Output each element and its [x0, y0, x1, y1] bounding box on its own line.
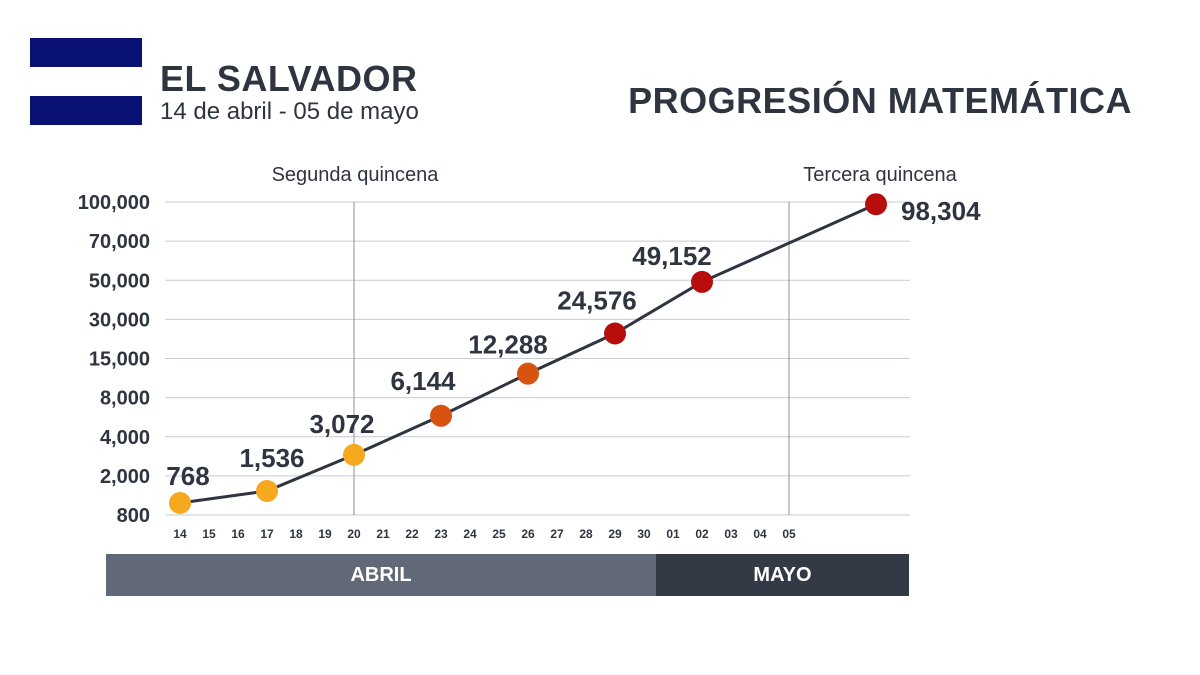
x-tick-label: 24 — [463, 527, 477, 541]
x-tick-label: 18 — [289, 527, 303, 541]
x-tick-label: 20 — [347, 527, 361, 541]
data-label: 768 — [166, 461, 209, 491]
x-tick-label: 28 — [579, 527, 593, 541]
x-tick-label: 04 — [753, 527, 767, 541]
section-label-tercera: Tercera quincena — [803, 164, 957, 186]
section-label-segunda: Segunda quincena — [272, 164, 440, 186]
x-tick-label: 21 — [376, 527, 390, 541]
series-line — [179, 202, 877, 505]
data-point — [604, 322, 626, 345]
y-tick-label: 30,000 — [89, 309, 150, 331]
country-title: EL SALVADOR — [160, 58, 418, 99]
y-tick-label: 100,000 — [78, 192, 150, 214]
flag-top-stripe — [30, 38, 142, 67]
x-tick-label: 15 — [202, 527, 216, 541]
x-tick-label: 25 — [492, 527, 506, 541]
flag-middle-stripe — [30, 67, 142, 96]
data-point — [256, 480, 278, 503]
data-label: 12,288 — [468, 330, 548, 360]
chart-grid — [165, 201, 910, 516]
x-tick-label: 14 — [173, 527, 187, 541]
y-tick-label: 2,000 — [100, 466, 150, 488]
month-bar-mayo: MAYO — [656, 554, 909, 596]
date-range: 14 de abril - 05 de mayo — [160, 98, 419, 125]
data-label: 1,536 — [239, 443, 304, 473]
x-tick-label: 02 — [695, 527, 709, 541]
y-tick-label: 8,000 — [100, 388, 150, 410]
x-tick-label: 16 — [231, 527, 245, 541]
y-tick-label: 15,000 — [89, 349, 150, 371]
month-bar-abril: ABRIL — [106, 554, 656, 596]
x-tick-label: 23 — [434, 527, 448, 541]
x-tick-label: 17 — [260, 527, 274, 541]
x-tick-label: 19 — [318, 527, 332, 541]
data-label: 98,304 — [901, 196, 981, 226]
data-label: 6,144 — [390, 366, 456, 396]
x-tick-label: 03 — [724, 527, 738, 541]
y-tick-label: 50,000 — [89, 270, 150, 292]
y-tick-label: 70,000 — [89, 231, 150, 253]
y-axis-ticks: 100,000 70,000 50,000 30,000 15,000 8,000 4,00… — [78, 192, 150, 527]
data-label: 49,152 — [632, 241, 712, 271]
data-series — [169, 193, 887, 514]
x-tick-label: 29 — [608, 527, 622, 541]
x-tick-label: 05 — [782, 527, 796, 541]
data-point — [691, 270, 713, 293]
y-tick-label: 4,000 — [100, 427, 150, 449]
x-tick-label: 22 — [405, 527, 419, 541]
data-point — [430, 404, 452, 427]
x-tick-label: 30 — [637, 527, 651, 541]
section-labels: Segunda quincena Tercera quincena — [272, 164, 958, 186]
x-tick-label: 01 — [666, 527, 680, 541]
x-tick-label: 26 — [521, 527, 535, 541]
flag-bottom-stripe — [30, 96, 142, 125]
x-tick-label: 27 — [550, 527, 564, 541]
data-point — [169, 492, 191, 514]
data-point — [865, 193, 887, 216]
data-label: 3,072 — [309, 409, 374, 439]
data-point — [343, 443, 365, 466]
data-label: 24,576 — [557, 286, 637, 316]
x-axis-ticks: 14 15 16 17 18 19 20 21 22 23 24 25 26 27 28 29 30 01 02 03… — [173, 527, 796, 541]
data-point — [517, 362, 539, 385]
chart-title: PROGRESIÓN MATEMÁTICA — [628, 80, 1132, 121]
el-salvador-flag — [30, 38, 142, 125]
y-tick-label: 800 — [117, 505, 150, 527]
